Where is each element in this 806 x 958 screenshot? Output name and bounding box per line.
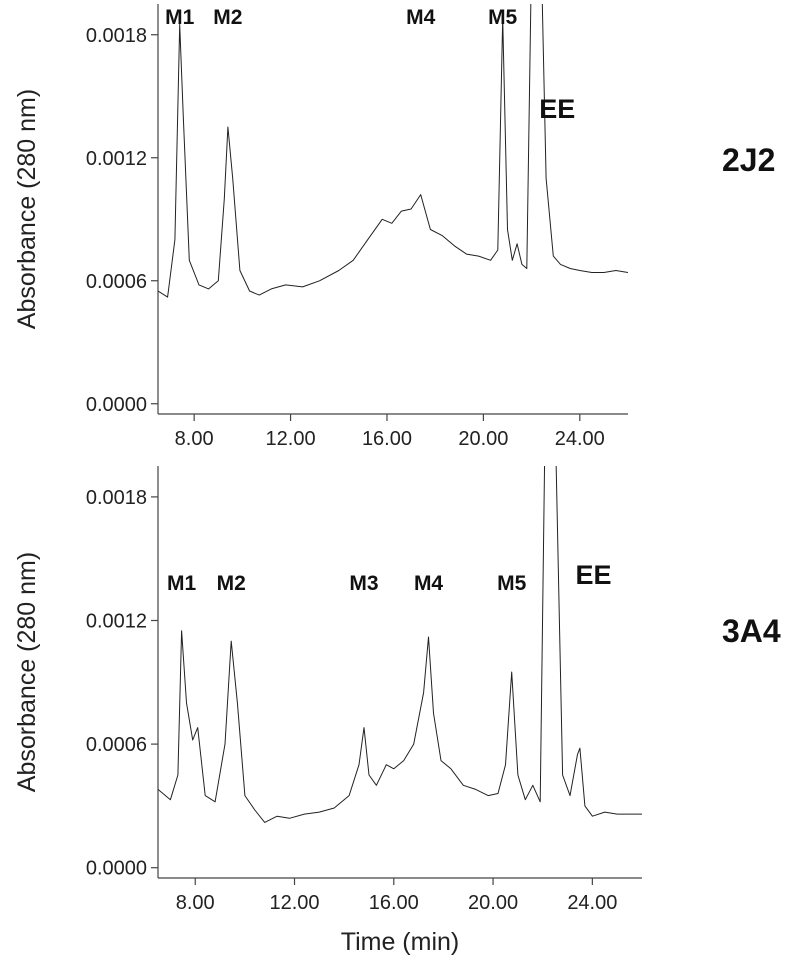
- x-tick-label: 8.00: [175, 428, 214, 450]
- peak-label-ee: EE: [539, 94, 575, 124]
- peak-label-m5: M5: [497, 572, 526, 595]
- x-tick-label: 12.00: [266, 428, 316, 450]
- y-axis-title: Absorbance (280 nm): [13, 89, 41, 329]
- peak-label-m2: M2: [213, 6, 242, 29]
- y-tick-label: 0.0012: [86, 611, 147, 633]
- x-tick-label: 20.00: [458, 428, 508, 450]
- y-axis: 0.0000 0.0006 0.0012 0.0018: [86, 466, 159, 880]
- panel-label: 2J2: [722, 142, 775, 178]
- y-tick-label: 0.0018: [86, 487, 147, 509]
- panel-label: 3A4: [722, 613, 781, 649]
- y-tick-label: 0.0006: [86, 734, 147, 756]
- peak-label-m2: M2: [217, 572, 246, 595]
- peak-label-m1: M1: [167, 572, 196, 595]
- chromatogram-trace: [158, 4, 628, 298]
- y-axis-title: Absorbance (280 nm): [13, 552, 41, 792]
- x-tick-label: 24.00: [555, 428, 605, 450]
- data-series: [158, 4, 628, 298]
- x-tick-label: 8.00: [176, 892, 215, 914]
- chart-panel-3a4: 0.0000 0.0006 0.0012 0.0018 8.00 12.00 16.00 2…: [13, 466, 781, 956]
- chart-panel-2j2: 0.0000 0.0006 0.0012 0.0018 8.00 12.00 16.00 2…: [13, 4, 775, 450]
- peak-labels: M1 M2 M4 M5 EE: [165, 6, 575, 124]
- x-tick-label: 16.00: [362, 428, 412, 450]
- y-tick-label: 0.0018: [86, 25, 147, 47]
- peak-label-ee: EE: [575, 560, 611, 590]
- peak-label-m4: M4: [406, 6, 435, 29]
- chromatogram-trace: [158, 466, 642, 823]
- y-tick-label: 0.0006: [86, 271, 147, 293]
- data-series: [158, 466, 642, 823]
- x-tick-label: 24.00: [567, 892, 617, 914]
- y-tick-label: 0.0000: [86, 394, 147, 416]
- x-axis-title: Time (min): [341, 928, 460, 956]
- peak-label-m1: M1: [165, 6, 194, 29]
- x-axis: 8.00 12.00 16.00 20.00 24.00: [158, 413, 628, 450]
- x-tick-label: 20.00: [468, 892, 518, 914]
- x-axis: 8.00 12.00 16.00 20.00 24.00: [158, 877, 642, 914]
- peak-label-m3: M3: [349, 572, 378, 595]
- peak-labels: M1 M2 M3 M4 M5 EE: [167, 560, 611, 595]
- y-tick-label: 0.0012: [86, 148, 147, 170]
- x-tick-label: 16.00: [369, 892, 419, 914]
- y-axis: 0.0000 0.0006 0.0012 0.0018: [86, 4, 159, 416]
- peak-label-m5: M5: [488, 6, 517, 29]
- y-tick-label: 0.0000: [86, 858, 147, 880]
- x-tick-label: 12.00: [269, 892, 319, 914]
- peak-label-m4: M4: [414, 572, 443, 595]
